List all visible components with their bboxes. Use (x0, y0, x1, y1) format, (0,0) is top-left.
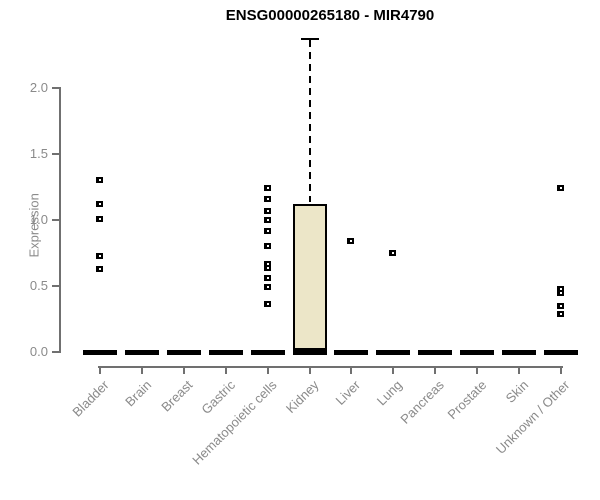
x-axis-category-label: Gastric (197, 377, 238, 418)
outlier-point-center (99, 217, 101, 220)
outlier-point-center (266, 286, 269, 289)
y-axis-tick-label: 1.5 (29, 146, 48, 161)
y-axis-tick (52, 87, 60, 89)
x-axis-category-label: Breast (158, 377, 196, 415)
y-axis-line (59, 87, 61, 353)
outlier-point-center (266, 262, 269, 265)
y-axis-tick-label: 0.0 (29, 344, 48, 359)
outlier-point (263, 260, 271, 267)
collapsed-box-median (250, 350, 285, 355)
x-axis-category-label: Pancreas (397, 377, 448, 427)
x-axis-category-label: Prostate (444, 377, 489, 423)
outlier-point (96, 215, 103, 222)
x-axis-category-label: Unknown / Other (493, 377, 573, 457)
y-axis-tick-label: 2.0 (29, 80, 48, 95)
outlier-point-center (266, 277, 269, 280)
outlier-point (96, 265, 103, 272)
outlier-point (556, 285, 564, 292)
whisker-cap (300, 38, 319, 41)
outlier-point (263, 195, 271, 202)
outlier-point-center (266, 197, 269, 200)
outlier-point-center (559, 304, 562, 307)
y-axis-tick-label: 0.5 (29, 278, 48, 293)
outlier-point-center (266, 209, 269, 212)
outlier-point-center (266, 266, 269, 269)
collapsed-box-median (334, 350, 369, 355)
outlier-point-center (266, 229, 269, 232)
x-axis-tick (392, 368, 395, 374)
collapsed-box-median (166, 350, 201, 355)
outlier-point-center (99, 267, 101, 270)
outlier-point (263, 243, 271, 250)
collapsed-box-median (502, 350, 536, 355)
outlier-point-center (559, 287, 562, 290)
x-axis-tick (476, 368, 479, 374)
outlier-point (263, 217, 271, 223)
outlier-point (96, 177, 103, 184)
outlier-point (389, 250, 397, 256)
outlier-point-center (99, 179, 101, 182)
collapsed-box-median (124, 350, 159, 355)
outlier-point (263, 185, 271, 192)
chart-title: ENSG00000265180 - MIR4790 (225, 7, 435, 24)
collapsed-box-median (460, 350, 495, 355)
outlier-point-center (266, 303, 269, 306)
x-axis-category-label: Brain (121, 377, 154, 410)
outlier-point-center (99, 203, 101, 206)
outlier-point-center (266, 245, 269, 248)
x-axis-tick (182, 368, 185, 374)
x-axis-tick (434, 368, 437, 374)
outlier-point (96, 252, 103, 259)
outlier-point-center (266, 219, 269, 221)
outlier-point-center (350, 240, 353, 243)
outlier-point (263, 301, 271, 308)
outlier-point (556, 185, 564, 192)
collapsed-box-median (418, 350, 453, 355)
x-axis-tick (99, 368, 101, 374)
outlier-point (96, 201, 103, 208)
x-axis-tick (559, 368, 562, 374)
collapsed-box-median (376, 350, 411, 355)
x-axis-category-label: Skin (502, 377, 531, 406)
outlier-point-center (559, 187, 562, 190)
y-axis-label: Expression (26, 193, 42, 258)
y-axis-tick (52, 285, 60, 287)
whisker-line (308, 40, 311, 203)
outlier-point (263, 207, 271, 214)
x-axis-tick (140, 368, 143, 374)
y-axis-tick-label: 1.0 (29, 212, 48, 227)
outlier-point (263, 284, 271, 291)
x-axis-tick (266, 368, 269, 374)
x-axis-category-label: Liver (332, 377, 364, 408)
x-axis-line (98, 366, 563, 368)
outlier-point (556, 310, 564, 317)
outlier-point-center (99, 254, 101, 257)
x-axis-tick (224, 368, 227, 374)
x-axis-tick (518, 368, 520, 374)
median-line (292, 347, 327, 353)
outlier-point-center (266, 187, 269, 190)
collapsed-box-median (208, 350, 243, 355)
y-axis-tick (52, 219, 60, 221)
outlier-point (263, 264, 271, 271)
outlier-point (556, 302, 564, 309)
x-axis-tick (308, 368, 311, 374)
collapsed-box-median (543, 350, 578, 355)
y-axis-tick (52, 153, 60, 155)
outlier-point (556, 289, 564, 296)
y-axis-tick (52, 351, 60, 353)
x-axis-category-label: Kidney (282, 377, 322, 417)
outlier-point (263, 275, 271, 282)
outlier-point-center (559, 291, 562, 294)
boxplot-box (292, 204, 327, 355)
x-axis-tick (350, 368, 353, 374)
outlier-point (347, 238, 355, 245)
outlier-point (263, 227, 271, 234)
outlier-point-center (559, 312, 562, 315)
x-axis-category-label: Lung (374, 377, 406, 409)
outlier-point-center (392, 252, 395, 254)
x-axis-category-label: Bladder (69, 377, 112, 420)
collapsed-box-median (83, 350, 117, 355)
